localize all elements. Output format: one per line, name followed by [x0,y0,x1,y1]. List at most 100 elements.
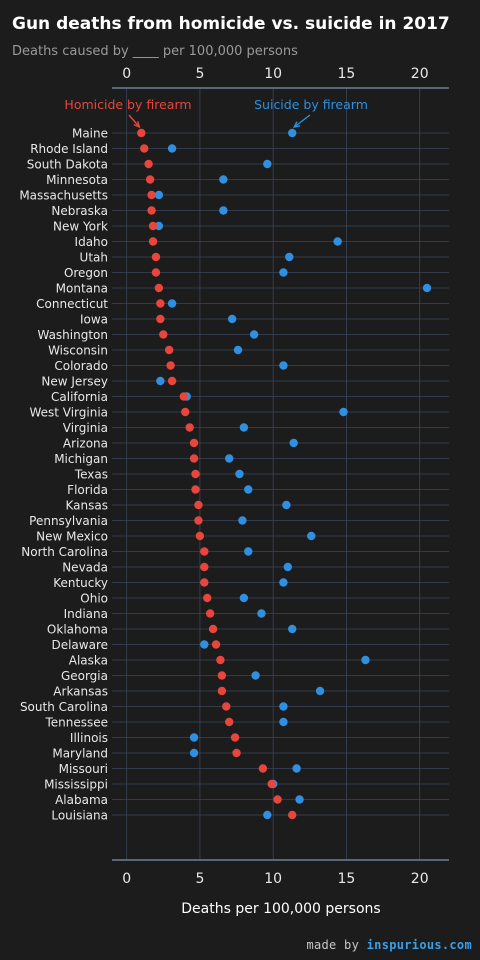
state-label: Wisconsin [48,344,108,358]
state-label: Nevada [62,561,108,575]
state-label: Delaware [51,638,108,652]
bottom-tick-label: 20 [411,871,429,887]
suicide-point [225,454,234,463]
homicide-point [151,268,161,277]
top-tick-label: 15 [338,66,356,82]
homicide-point [194,516,203,525]
homicide-point [217,671,227,680]
state-label: Montana [56,282,108,296]
suicide-point [333,237,342,246]
suicide-point [288,624,297,634]
homicide-point [144,159,153,169]
homicide-point [156,299,165,308]
suicide-point [279,578,288,587]
state-label: Texas [74,468,108,482]
suicide-point [239,593,249,603]
homicide-point [185,423,194,432]
suicide-point [167,144,177,153]
state-label: Missouri [59,762,108,776]
suicide-point [361,655,370,665]
state-label: North Carolina [21,545,108,559]
state-label: Nebraska [51,204,108,218]
homicide-point [200,547,209,556]
state-label: Mississippi [44,778,108,792]
homicide-point [159,330,168,339]
state-label: Indiana [64,607,108,621]
state-label: West Virginia [29,406,108,420]
top-tick-label: 0 [122,66,131,82]
homicide-series-label: Homicide by firearm [64,97,191,112]
homicide-point [267,779,276,789]
data-points [137,128,432,820]
homicide-point [200,562,209,572]
bottom-tick-label: 5 [195,871,204,887]
suicide-point [189,733,199,742]
suicide-point [154,190,164,200]
homicide-point [230,733,240,742]
homicide-point [154,283,164,293]
suicide-point [235,469,244,479]
state-label: Kentucky [53,576,108,590]
homicide-point [200,578,209,587]
credit-line: made by inspurious.com [306,938,472,952]
suicide-point [307,531,316,541]
state-label: Massachusetts [19,189,108,203]
state-label: Alaska [69,654,108,668]
credit-brand-link[interactable]: inspurious.com [366,938,472,952]
top-tick-label: 20 [411,66,429,82]
homicide-point [208,624,218,634]
homicide-point [232,748,241,758]
credit-prefix: made by [306,938,367,952]
homicide-point [222,702,231,711]
suicide-point [219,175,228,184]
homicide-point [211,640,221,649]
state-label: Georgia [61,669,108,683]
suicide-point [239,423,249,432]
suicide-series-label: Suicide by firearm [254,97,368,112]
homicide-point [217,686,227,696]
homicide-point [167,376,177,386]
state-label: Ohio [80,592,108,606]
suicide-point [279,268,288,277]
homicide-point [156,314,165,324]
homicide-point [179,392,188,401]
suicide-point [263,159,272,169]
suicide-point [263,810,272,820]
state-label: Idaho [75,235,108,249]
suicide-point [251,671,260,680]
state-label: Louisiana [51,809,108,823]
state-label: Florida [67,483,108,497]
state-label: South Dakota [27,158,108,172]
suicide-point [279,702,288,711]
suicide-arrow-icon [292,114,311,128]
suicide-point [189,748,199,758]
homicide-point [148,237,158,246]
top-tick-label: 10 [264,66,282,82]
bottom-tick-label: 15 [338,871,356,887]
state-label: Virginia [63,421,108,435]
homicide-point [191,485,200,494]
top-tick-label: 5 [195,66,204,82]
state-label: South Carolina [20,700,108,714]
state-label: Arkansas [53,685,108,699]
state-label: Minnesota [46,173,108,187]
homicide-point [288,810,297,820]
state-label: Washington [37,328,108,342]
suicide-point [200,640,209,649]
homicide-point [147,206,156,215]
state-label: New Jersey [41,375,108,389]
suicide-point [154,221,164,231]
suicide-point [285,252,294,262]
state-label: Oklahoma [47,623,108,637]
suicide-point [289,438,298,448]
suicide-point [244,547,253,556]
homicide-point [164,345,174,355]
state-label: Arizona [63,437,108,451]
suicide-point [219,206,228,215]
homicide-point [203,593,212,603]
suicide-point [292,764,301,773]
state-label: New Mexico [36,530,108,544]
bottom-tick-label: 10 [264,871,282,887]
